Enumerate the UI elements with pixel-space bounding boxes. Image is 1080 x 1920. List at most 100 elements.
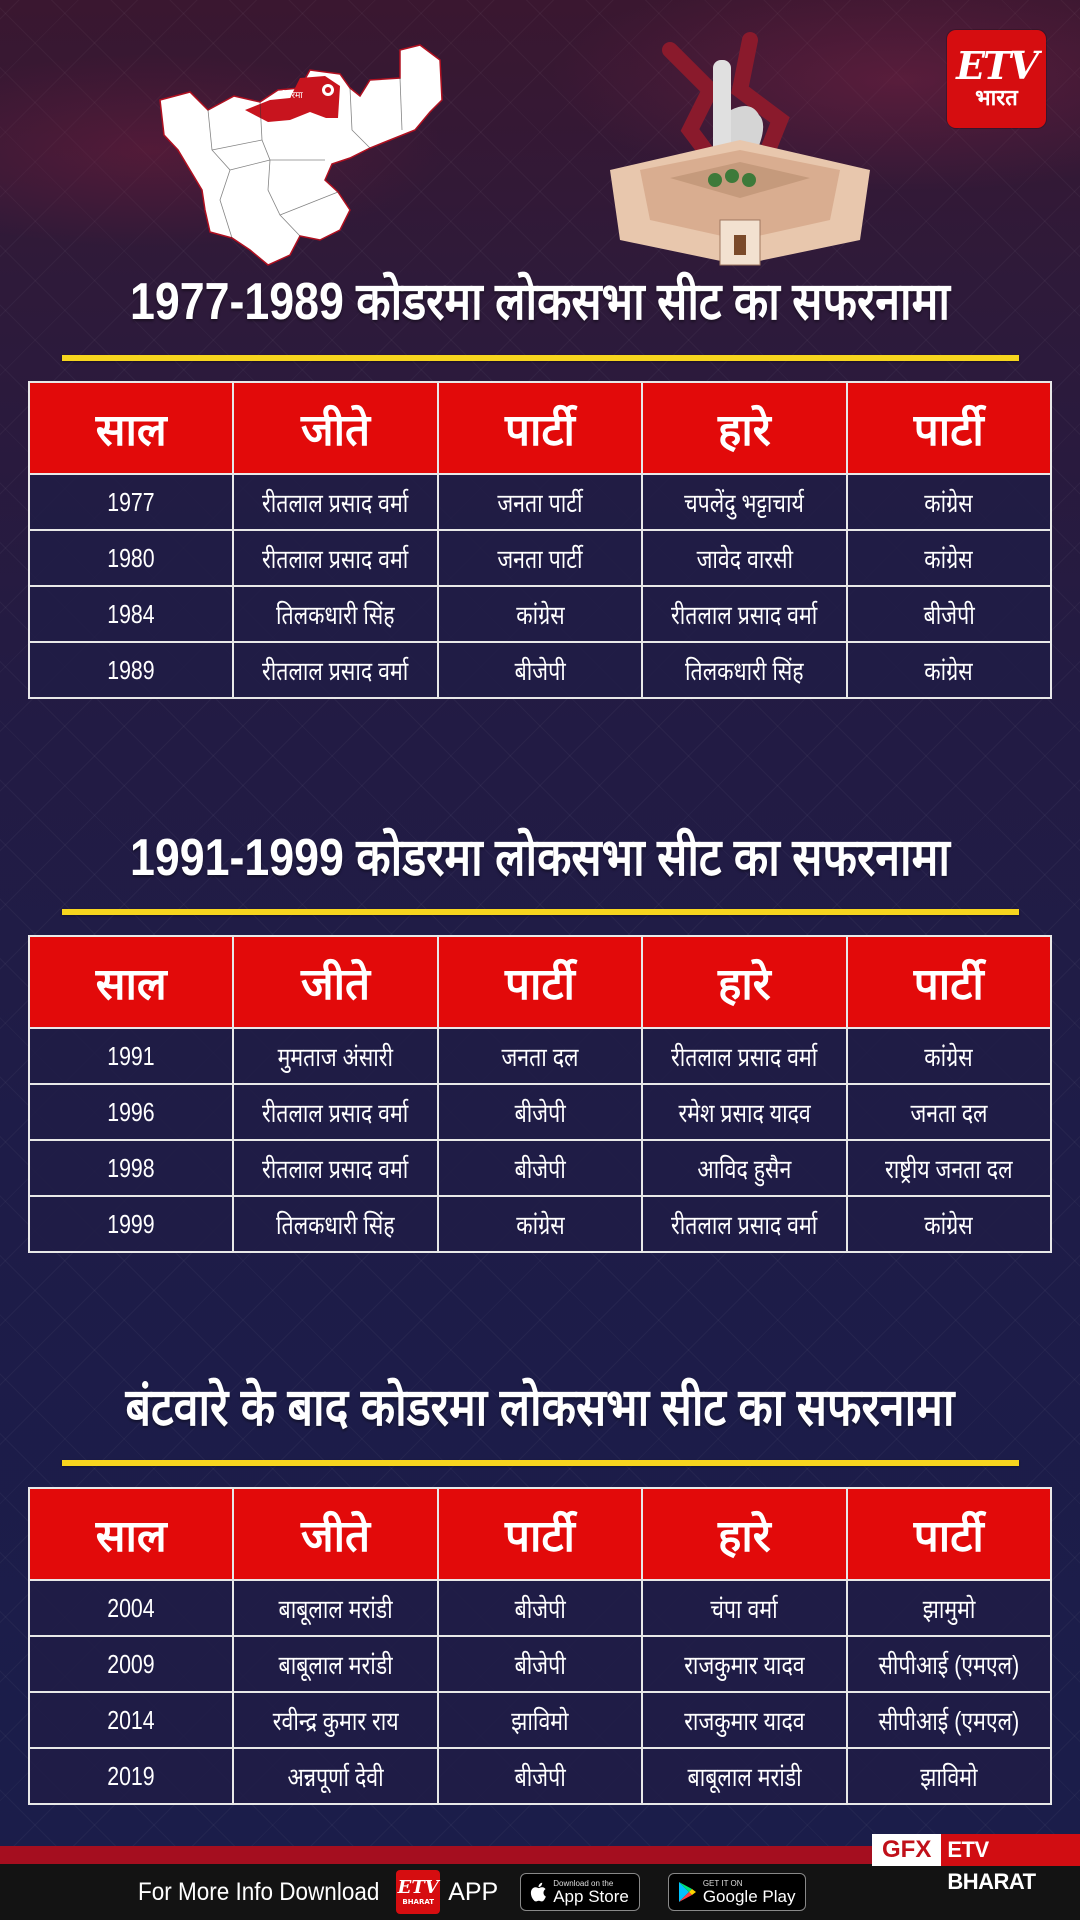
logo-mark: ETV	[956, 43, 1039, 88]
cell-year: 2009	[27, 1635, 235, 1693]
header-loser: हारे	[641, 935, 848, 1029]
parliament-voting-icon	[610, 32, 870, 266]
cell-winner: रीतलाल प्रसाद वर्मा	[232, 529, 439, 587]
cell-loser-party: कांग्रेस	[845, 1027, 1053, 1085]
header-year: साल	[27, 1487, 235, 1581]
cell-winner: रवीन्द्र कुमार राय	[232, 1691, 439, 1749]
table-row: 1991 मुमताज अंसारी जनता दल रीतलाल प्रसाद…	[27, 1027, 1053, 1085]
apple-icon	[531, 1882, 547, 1902]
header-loser-party: पार्टी	[845, 381, 1053, 475]
cell-loser-party: झाविमो	[845, 1747, 1053, 1805]
table-row: 1977 रीतलाल प्रसाद वर्मा जनता पार्टी चपल…	[27, 473, 1053, 531]
cell-winner-party: बीजेपी	[436, 1139, 644, 1197]
cell-year: 2004	[27, 1579, 235, 1637]
cell-winner: रीतलाल प्रसाद वर्मा	[232, 641, 439, 699]
table-row: 2004 बाबूलाल मरांडी बीजेपी चंपा वर्मा झा…	[27, 1579, 1053, 1637]
etv-bharat-logo: ETV भारत	[947, 30, 1046, 128]
google-play-icon	[678, 1882, 696, 1902]
cell-winner: अन्नपूर्णा देवी	[232, 1747, 439, 1805]
table-row: 1989 रीतलाल प्रसाद वर्मा बीजेपी तिलकधारी…	[27, 641, 1053, 699]
cell-loser: आविद हुसैन	[641, 1139, 848, 1197]
results-table-post-partition: साल जीते पार्टी हारे पार्टी 2004 बाबूलाल…	[27, 1487, 1053, 1805]
etv-app-icon[interactable]: ETV BHARAT	[396, 1870, 441, 1914]
table-row: 2009 बाबूलाल मरांडी बीजेपी राजकुमार यादव…	[27, 1635, 1053, 1693]
cell-year: 1991	[27, 1027, 235, 1085]
section-title-1991-1999: 1991-1999 कोडरमा लोकसभा सीट का सफरनामा	[130, 829, 950, 887]
header-loser-party: पार्टी	[845, 1487, 1053, 1581]
table-header-row: साल जीते पार्टी हारे पार्टी	[27, 381, 1053, 475]
cell-winner-party: जनता दल	[436, 1027, 644, 1085]
cell-loser: राजकुमार यादव	[641, 1691, 848, 1749]
header-year: साल	[27, 935, 235, 1029]
cell-winner: तिलकधारी सिंह	[232, 585, 439, 643]
table-row: 2019 अन्नपूर्णा देवी बीजेपी बाबूलाल मरां…	[27, 1747, 1053, 1805]
app-label: APP	[448, 1877, 499, 1906]
cell-loser-party: राष्ट्रीय जनता दल	[845, 1139, 1053, 1197]
table-row: 1980 रीतलाल प्रसाद वर्मा जनता पार्टी जाव…	[27, 529, 1053, 587]
cell-loser: रीतलाल प्रसाद वर्मा	[641, 1027, 848, 1085]
cell-year: 1984	[27, 585, 235, 643]
header-loser-party: पार्टी	[845, 935, 1053, 1029]
cell-winner: रीतलाल प्रसाद वर्मा	[232, 1083, 439, 1141]
gfx-credit-badge: GFX ETV BHARAT	[872, 1834, 1080, 1894]
jharkhand-map-icon: कोडरमा	[159, 44, 443, 266]
header-year: साल	[27, 381, 235, 475]
cell-loser-party: सीपीआई (एमएल)	[845, 1691, 1053, 1749]
section-title-post-partition: बंटवारे के बाद कोडरमा लोकसभा सीट का सफरन…	[125, 1379, 955, 1437]
header-loser: हारे	[641, 381, 848, 475]
header-winner: जीते	[232, 1487, 439, 1581]
cell-year: 1998	[27, 1139, 235, 1197]
cell-loser-party: झामुमो	[845, 1579, 1053, 1637]
cell-winner: बाबूलाल मरांडी	[232, 1635, 439, 1693]
google-play-button[interactable]: GET IT ON Google Play	[667, 1873, 807, 1911]
cell-year: 1980	[27, 529, 235, 587]
header-winner-party: पार्टी	[436, 381, 644, 475]
cell-winner-party: जनता पार्टी	[436, 529, 644, 587]
table-row: 1998 रीतलाल प्रसाद वर्मा बीजेपी आविद हुस…	[27, 1139, 1053, 1197]
yellow-divider	[62, 355, 1019, 361]
cell-winner-party: जनता पार्टी	[436, 473, 644, 531]
cell-year: 2019	[27, 1747, 235, 1805]
header-loser: हारे	[641, 1487, 848, 1581]
download-text: For More Info Download	[138, 1877, 380, 1906]
cell-winner: रीतलाल प्रसाद वर्मा	[232, 473, 439, 531]
cell-loser: बाबूलाल मरांडी	[641, 1747, 848, 1805]
cell-loser: रमेश प्रसाद यादव	[641, 1083, 848, 1141]
cell-winner-party: कांग्रेस	[436, 585, 644, 643]
cell-loser-party: बीजेपी	[845, 585, 1053, 643]
cell-loser-party: कांग्रेस	[845, 1195, 1053, 1253]
cell-loser: चपलेंदु भट्टाचार्य	[641, 473, 848, 531]
header-winner-party: पार्टी	[436, 935, 644, 1029]
gfx-label: GFX	[872, 1834, 942, 1866]
cell-winner-party: बीजेपी	[436, 1579, 644, 1637]
results-table-1991-1999: साल जीते पार्टी हारे पार्टी 1991 मुमताज …	[27, 935, 1053, 1253]
yellow-divider	[62, 1460, 1019, 1466]
cell-winner-party: झाविमो	[436, 1691, 644, 1749]
cell-loser: रीतलाल प्रसाद वर्मा	[641, 585, 848, 643]
table-row: 2014 रवीन्द्र कुमार राय झाविमो राजकुमार …	[27, 1691, 1053, 1749]
table-row: 1999 तिलकधारी सिंह कांग्रेस रीतलाल प्रसा…	[27, 1195, 1053, 1253]
footer-red-band	[0, 1846, 1080, 1864]
cell-loser: रीतलाल प्रसाद वर्मा	[641, 1195, 848, 1253]
cell-year: 1996	[27, 1083, 235, 1141]
header-winner: जीते	[232, 381, 439, 475]
table-header-row: साल जीते पार्टी हारे पार्टी	[27, 935, 1053, 1029]
header-winner-party: पार्टी	[436, 1487, 644, 1581]
logo-sub: भारत	[975, 86, 1018, 111]
cell-winner-party: बीजेपी	[436, 1083, 644, 1141]
cell-loser: राजकुमार यादव	[641, 1635, 848, 1693]
app-store-button[interactable]: Download on the App Store	[520, 1873, 640, 1911]
cell-year: 1989	[27, 641, 235, 699]
cell-loser-party: सीपीआई (एमएल)	[845, 1635, 1053, 1693]
yellow-divider	[62, 909, 1019, 915]
header-winner: जीते	[232, 935, 439, 1029]
cell-winner-party: बीजेपी	[436, 1747, 644, 1805]
cell-winner: बाबूलाल मरांडी	[232, 1579, 439, 1637]
cell-winner: तिलकधारी सिंह	[232, 1195, 439, 1253]
cell-year: 2014	[27, 1691, 235, 1749]
table-header-row: साल जीते पार्टी हारे पार्टी	[27, 1487, 1053, 1581]
table-row: 1996 रीतलाल प्रसाद वर्मा बीजेपी रमेश प्र…	[27, 1083, 1053, 1141]
cell-loser-party: कांग्रेस	[845, 641, 1053, 699]
cell-loser: जावेद वारसी	[641, 529, 848, 587]
cell-winner: मुमताज अंसारी	[232, 1027, 439, 1085]
